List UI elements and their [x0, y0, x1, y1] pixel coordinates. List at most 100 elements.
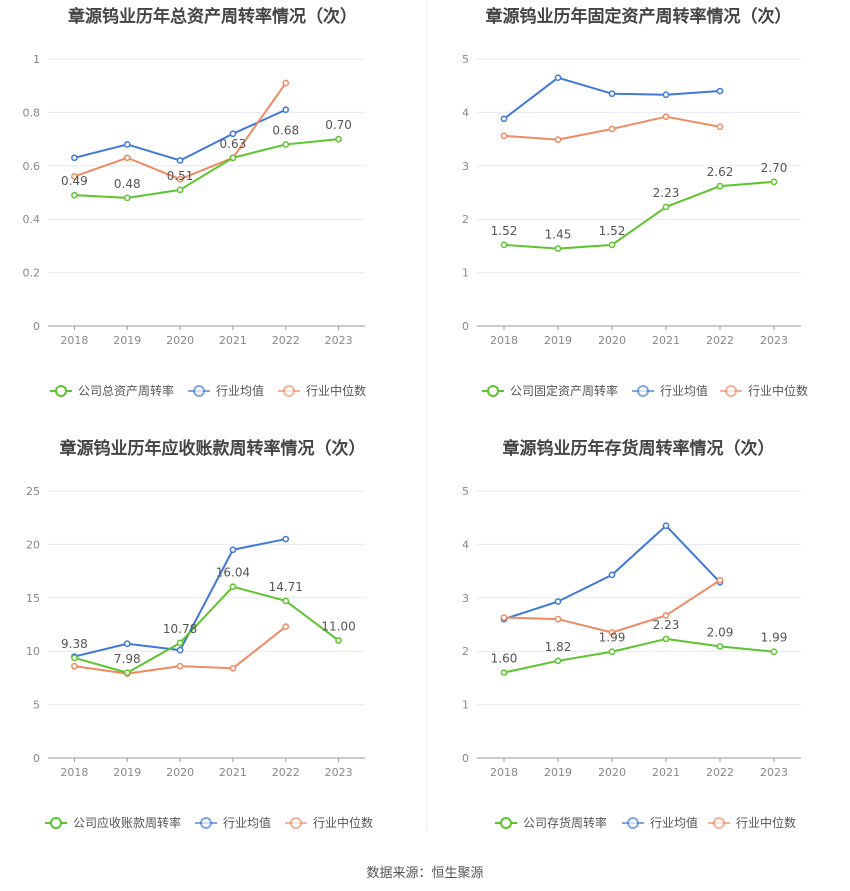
- chart-plot: 0 0.2 0.4 0.6 0.8 1 2018 2019 2020 2021 2022 2023 0.…: [23, 53, 367, 398]
- y-tick-label: 4: [462, 538, 469, 551]
- y-tick-label: 2: [462, 213, 469, 226]
- legend-marker: [725, 385, 737, 397]
- legend-item-median: 行业中位数: [285, 815, 373, 830]
- data-label: 7.98: [114, 652, 141, 666]
- legend-marker: [200, 817, 212, 829]
- chart-total-asset-turnover: 章源钨业历年总资产周转率情况（次） 0 0.2 0.4 0.6 0.8 1 2018 2019…: [0, 0, 425, 415]
- data-point-avg: [716, 87, 724, 95]
- legend-marker: [637, 385, 649, 397]
- legend-label: 行业中位数: [313, 815, 373, 830]
- data-point-avg: [554, 74, 562, 82]
- y-tick-label: 0.8: [23, 106, 41, 119]
- data-label: 1.52: [491, 224, 518, 238]
- data-point-company: [71, 654, 78, 662]
- legend-marker: [283, 385, 295, 397]
- y-tick-label: 0.4: [23, 213, 41, 226]
- legend-marker: [627, 817, 639, 829]
- data-point-company: [608, 648, 616, 656]
- legend-label: 行业均值: [216, 383, 264, 398]
- data-label: 14.71: [269, 580, 303, 594]
- data-point-median: [662, 612, 670, 619]
- legend-label: 行业中位数: [306, 383, 366, 398]
- data-point-median: [123, 154, 131, 162]
- chart-plot: 0 1 2 3 4 5 2018 2019 2020 2021 2022 2023 1.60 1.82 1.…: [462, 485, 801, 830]
- legend-marker: [50, 817, 62, 829]
- data-point-median: [282, 623, 290, 630]
- legend-item-avg: 行业均值: [188, 383, 264, 398]
- data-point-company: [662, 203, 670, 211]
- legend-item-company: 公司固定资产周转率: [482, 383, 618, 398]
- chart-plot: 0 1 2 3 4 5 2018 2019 2020 2021 2022 2023 1.52 1.45 1.…: [462, 53, 808, 398]
- data-label: 1.60: [491, 652, 518, 666]
- x-tick-label: 2020: [166, 334, 194, 347]
- legend-marker: [713, 817, 725, 829]
- x-tick-label: 2021: [219, 334, 247, 347]
- data-point-company: [770, 648, 778, 656]
- legend-item-company: 公司应收账款周转率: [45, 815, 181, 830]
- series-line-company: [74, 138, 339, 199]
- data-point-company: [500, 241, 508, 249]
- data-label: 1.82: [545, 640, 572, 654]
- legend-marker: [290, 817, 302, 829]
- chart-title: 章源钨业历年固定资产周转率情况（次）: [485, 7, 792, 27]
- data-label: 0.49: [61, 174, 88, 188]
- chart-receivables-turnover: 章源钨业历年应收账款周转率情况（次） 0 5 10 15 20 25 2018 2019 202…: [0, 432, 425, 852]
- legend-marker: [55, 385, 67, 397]
- legend-item-median: 行业中位数: [720, 383, 808, 398]
- data-point-avg: [123, 141, 131, 148]
- data-label: 0.70: [325, 118, 352, 132]
- x-tick-label: 2021: [652, 766, 680, 779]
- y-tick-label: 10: [26, 645, 40, 658]
- data-point-median: [229, 664, 237, 672]
- data-label: 2.62: [707, 165, 734, 179]
- x-tick-label: 2018: [490, 766, 518, 779]
- x-tick-label: 2022: [706, 334, 734, 347]
- chart-plot: 0 5 10 15 20 25 2018 2019 2020 2021 2022 2023 9.38 7.…: [26, 485, 373, 830]
- data-label: 2.23: [653, 618, 680, 632]
- data-label: 0.63: [220, 137, 247, 151]
- chart-fixed-asset-turnover: 章源钨业历年固定资产周转率情况（次） 0 1 2 3 4 5 2018 2019 2020 202…: [427, 0, 850, 415]
- y-tick-label: 25: [26, 485, 40, 498]
- data-point-company: [500, 669, 508, 676]
- x-tick-label: 2021: [652, 334, 680, 347]
- x-tick-label: 2022: [272, 766, 300, 779]
- series-line-company: [74, 585, 340, 674]
- y-tick-label: 5: [462, 485, 469, 498]
- data-label: 1.99: [599, 631, 626, 645]
- data-point-median: [500, 132, 508, 140]
- y-tick-label: 0.6: [23, 160, 41, 173]
- data-point-company: [123, 194, 131, 202]
- x-tick-label: 2020: [166, 766, 194, 779]
- x-tick-label: 2018: [60, 334, 88, 347]
- data-label: 2.09: [707, 625, 734, 639]
- data-point-avg: [229, 130, 237, 138]
- data-point-avg: [282, 535, 290, 543]
- y-tick-label: 3: [462, 592, 469, 605]
- y-tick-label: 20: [26, 538, 40, 551]
- y-tick-label: 1: [462, 699, 469, 712]
- chart-title: 章源钨业历年总资产周转率情况（次）: [68, 7, 357, 27]
- legend-label: 行业中位数: [736, 815, 796, 830]
- data-point-company: [662, 635, 670, 643]
- data-point-median: [176, 175, 184, 183]
- data-point-median: [608, 629, 616, 636]
- legend-label: 公司总资产周转率: [78, 383, 174, 398]
- data-point-median: [176, 662, 184, 670]
- data-point-avg: [608, 571, 616, 579]
- legend-label: 行业均值: [660, 383, 708, 398]
- x-tick-label: 2023: [760, 766, 788, 779]
- data-point-avg: [176, 157, 184, 164]
- y-tick-label: 4: [462, 106, 469, 119]
- x-tick-label: 2020: [598, 766, 626, 779]
- data-label: 1.52: [599, 224, 626, 238]
- x-tick-label: 2023: [325, 766, 353, 779]
- legend-label: 公司存货周转率: [523, 815, 607, 830]
- legend-label: 行业均值: [650, 815, 698, 830]
- chart-inventory-turnover: 章源钨业历年存货周转率情况（次） 0 1 2 3 4 5 2018 2019 2020 2021 2…: [427, 432, 850, 852]
- data-label: 1.45: [545, 228, 572, 242]
- series-line-median: [74, 82, 287, 181]
- data-point-avg: [608, 90, 616, 98]
- y-tick-label: 1: [33, 53, 40, 66]
- data-label: 0.68: [272, 123, 299, 137]
- y-tick-label: 5: [462, 53, 469, 66]
